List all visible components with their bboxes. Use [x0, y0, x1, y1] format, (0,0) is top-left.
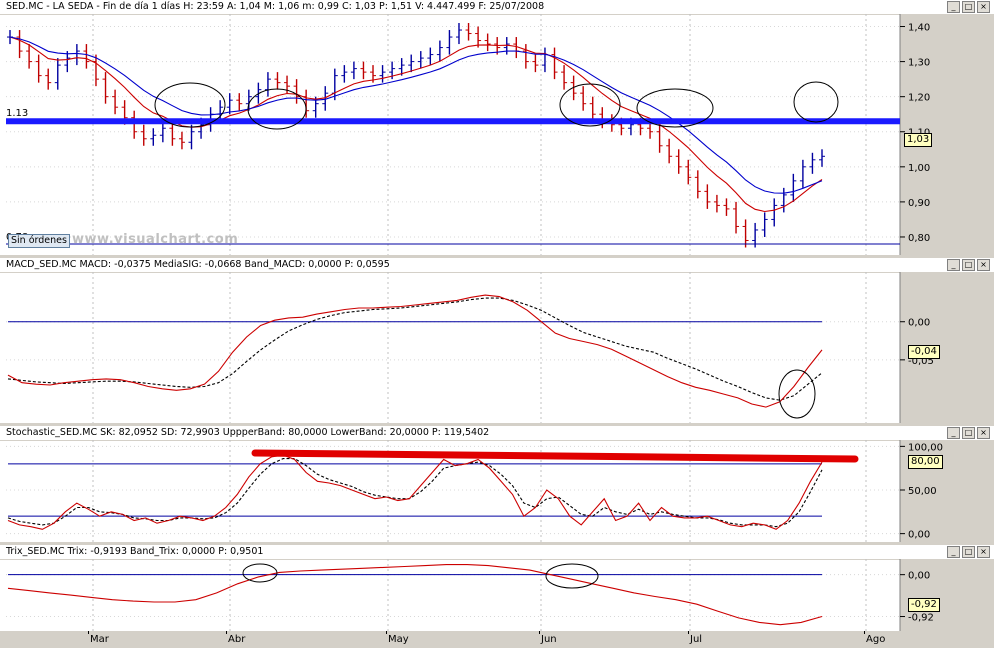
annotation-ellipse [154, 82, 226, 128]
annotation-ellipse [778, 369, 816, 419]
trix-panel: Trix_SED.MC Trix: -0,9193 Band_Trix: 0,0… [0, 545, 994, 631]
macd-signal-line [7, 297, 823, 401]
y-tick-label: 0,00 [908, 571, 930, 582]
panel-separator[interactable] [0, 542, 994, 545]
panel-separator[interactable] [0, 423, 994, 426]
date-axis-tick [226, 631, 227, 634]
y-tick-label: 1,30 [908, 58, 930, 69]
stochastic-chart[interactable]: 100,00 50,00 0,00 [0, 440, 994, 542]
maximize-button[interactable]: □ [962, 546, 975, 558]
watermark: www.visualchart.com [72, 232, 239, 247]
macd-panel-header: MACD_SED.MC MACD: -0,0375 MediaSIG: -0,0… [0, 258, 994, 273]
y-tick-label: 50,00 [908, 486, 937, 497]
support-line-label: 1.13 [6, 108, 28, 119]
date-axis-tick [88, 631, 89, 634]
price-current-value: 1,03 [904, 133, 933, 147]
macd-window-buttons: _ □ × [947, 259, 990, 271]
close-button[interactable]: × [977, 427, 990, 439]
y-tick-label: 1,40 [908, 23, 930, 34]
macd-panel: MACD_SED.MC MACD: -0,0375 MediaSIG: -0,0… [0, 258, 994, 423]
stochastic-panel-header: Stochastic_SED.MC SK: 82,0952 SD: 72,990… [0, 426, 994, 441]
value-axis-strip [900, 559, 994, 631]
annotation-ellipse [242, 563, 278, 583]
macd-panel-title: MACD_SED.MC MACD: -0,0375 MediaSIG: -0,0… [6, 259, 390, 270]
minimize-button[interactable]: _ [947, 427, 960, 439]
maximize-button[interactable]: □ [962, 1, 975, 13]
y-tick-label: 1,20 [908, 93, 930, 104]
annotation-ellipse [247, 88, 307, 130]
stochastic-sk-line [7, 454, 823, 530]
stochastic-panel-title: Stochastic_SED.MC SK: 82,0952 SD: 72,990… [6, 427, 490, 438]
price-panel-title: SED.MC - LA SEDA - Fin de día 1 días H: … [6, 1, 545, 12]
date-axis-tick [688, 631, 689, 634]
trix-current-value: -0,92 [908, 598, 940, 612]
trix-chart[interactable]: 0,00 -0,92 [0, 559, 994, 631]
y-tick-label: 0,90 [908, 198, 930, 209]
panel-separator[interactable] [0, 255, 994, 258]
y-tick-label: -0,92 [908, 613, 934, 624]
maximize-button[interactable]: □ [962, 259, 975, 271]
close-button[interactable]: × [977, 259, 990, 271]
macd-chart[interactable]: 0,00 -0,05 [0, 272, 994, 423]
price-window-buttons: _ □ × [947, 1, 990, 13]
date-axis-label: Jul [690, 634, 703, 645]
price-panel-header: SED.MC - LA SEDA - Fin de día 1 días H: … [0, 0, 994, 15]
stochastic-window-buttons: _ □ × [947, 427, 990, 439]
annotation-ellipse [636, 88, 714, 128]
date-axis-tick [386, 631, 387, 634]
macd-line [7, 294, 823, 408]
maximize-button[interactable]: □ [962, 427, 975, 439]
orders-status-button[interactable]: Sin órdenes [8, 234, 70, 248]
y-tick-label: 0,00 [908, 530, 930, 541]
trix-panel-title: Trix_SED.MC Trix: -0,9193 Band_Trix: 0,0… [6, 546, 264, 557]
date-axis-label: Jun [541, 634, 557, 645]
y-tick-label: -0,05 [908, 356, 934, 367]
trix-window-buttons: _ □ × [947, 546, 990, 558]
price-panel: SED.MC - LA SEDA - Fin de día 1 días H: … [0, 0, 994, 255]
date-axis-tick [864, 631, 865, 634]
y-tick-label: 100,00 [908, 442, 943, 453]
date-axis-label: May [388, 634, 409, 645]
date-axis-tick [539, 631, 540, 634]
moving-average-blue [9, 36, 823, 194]
date-axis-label: Mar [90, 634, 109, 645]
minimize-button[interactable]: _ [947, 546, 960, 558]
y-tick-label: 1,00 [908, 163, 930, 174]
price-chart[interactable]: 1,401,301,201,101,000,900,801.130.78 [0, 14, 994, 255]
date-axis[interactable]: Mar Abr May Jun Jul Ago [0, 631, 994, 648]
trix-line [7, 564, 823, 626]
date-axis-label: Abr [228, 634, 246, 645]
stochastic-current-value: 80,00 [908, 455, 943, 469]
macd-current-value: -0,04 [908, 345, 940, 359]
y-tick-label: 0,00 [908, 318, 930, 329]
close-button[interactable]: × [977, 1, 990, 13]
trix-panel-header: Trix_SED.MC Trix: -0,9193 Band_Trix: 0,0… [0, 545, 994, 560]
minimize-button[interactable]: _ [947, 259, 960, 271]
moving-average-red [9, 36, 823, 213]
close-button[interactable]: × [977, 546, 990, 558]
resistance-marker-line [251, 449, 859, 463]
date-axis-label: Ago [866, 634, 886, 645]
annotation-ellipse [793, 81, 839, 123]
y-tick-label: 0,80 [908, 233, 930, 244]
minimize-button[interactable]: _ [947, 1, 960, 13]
annotation-ellipse [545, 563, 599, 589]
annotation-ellipse [559, 83, 621, 127]
stochastic-panel: Stochastic_SED.MC SK: 82,0952 SD: 72,990… [0, 426, 994, 542]
